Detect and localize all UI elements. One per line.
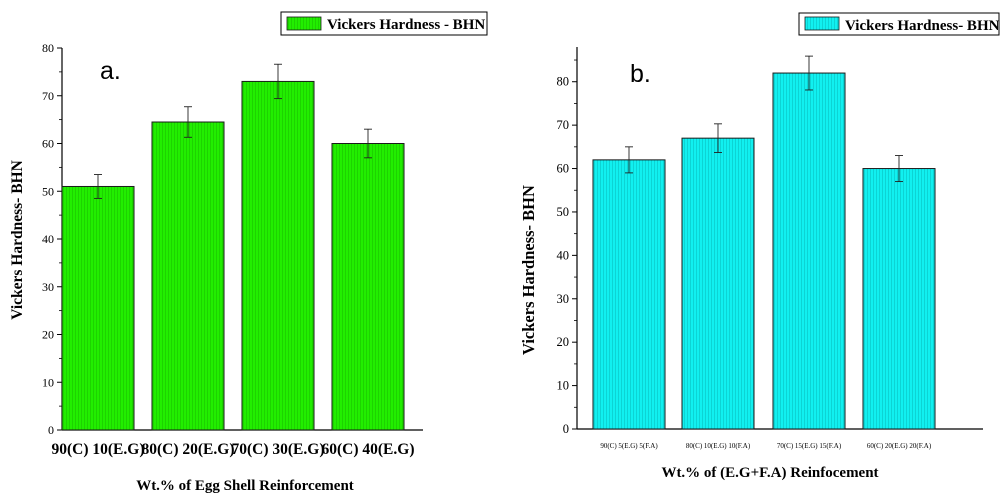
y-tick-label-a: 50 (42, 184, 54, 198)
y-tick-label-b: 80 (557, 75, 570, 89)
x-axis-title-b: Wt.% of (E.G+F.A) Reinfocement (661, 465, 878, 481)
y-tick-label-b: 70 (557, 118, 570, 132)
bar-b-4 (862, 168, 936, 430)
x-tick-label-b-3: 70(C) 15(E.G) 15(F.A) (777, 442, 842, 450)
y-tick-label-a: 80 (42, 41, 54, 55)
bar-a-3 (241, 80, 315, 431)
y-tick-label-a: 70 (42, 89, 54, 103)
x-tick-label-a-4: 60(C) 40(E.G) (322, 441, 415, 458)
y-tick-label-b: 40 (557, 248, 570, 262)
y-tick-label-a: 20 (42, 328, 54, 342)
x-tick-label-b-4: 60(C) 20(E.G) 20(F.A) (867, 442, 932, 450)
y-tick-label-a: 0 (48, 423, 54, 437)
x-tick-label-b-2: 80(C) 10(E.G) 10(F.A) (686, 442, 751, 450)
y-tick-label-b: 0 (563, 422, 569, 436)
bar-a-4 (331, 143, 405, 431)
y-tick-label-a: 30 (42, 280, 54, 294)
y-tick-label-a: 60 (42, 137, 54, 151)
legend-label-a: Vickers Hardness - BHN (327, 17, 485, 33)
y-tick-label-b: 50 (557, 205, 570, 219)
bar-b-1 (592, 159, 666, 430)
x-tick-label-a-3: 70(C) 30(E.G) (232, 441, 325, 458)
y-tick-label-a: 10 (42, 375, 54, 389)
panel-label-b: b. (630, 60, 651, 88)
legend-box-a (280, 11, 488, 36)
legend-box-b (798, 12, 1000, 36)
y-tick-label-b: 20 (557, 335, 570, 349)
bar-b-3 (772, 72, 846, 430)
x-tick-label-b-1: 90(C) 5(E.G) 5(F.A) (600, 442, 658, 450)
y-tick-label-b: 60 (557, 162, 570, 176)
legend-swatch-a (286, 16, 322, 31)
legend-label-b: Vickers Hardness- BHN (845, 18, 1000, 34)
bar-a-1 (61, 185, 135, 431)
chart-b: 0 10 20 30 40 50 60 70 80 90(C) 5(E.G) 5(F.A) 80(C… (519, 12, 1000, 481)
x-tick-label-a-1: 90(C) 10(E.G) (52, 441, 145, 458)
y-axis-title-b: Vickers Hardness- BHN (519, 185, 538, 355)
panel-label-a: a. (100, 57, 121, 85)
y-tick-label-a: 40 (42, 232, 54, 246)
x-axis-title-a: Wt.% of Egg Shell Reinforcement (136, 478, 354, 494)
legend-swatch-b (804, 16, 840, 31)
bar-a-2 (151, 121, 225, 431)
y-tick-label-b: 30 (557, 292, 570, 306)
y-tick-label-b: 10 (557, 379, 570, 393)
chart-a: 0 10 20 30 40 50 60 70 80 90(C) 10(E.G)80(C) 20(E… (9, 11, 488, 494)
y-axis-title-a: Vickers Hardness- BHN (9, 160, 26, 320)
x-tick-label-a-2: 80(C) 20(E.G) (142, 441, 235, 458)
bar-b-2 (681, 137, 755, 430)
